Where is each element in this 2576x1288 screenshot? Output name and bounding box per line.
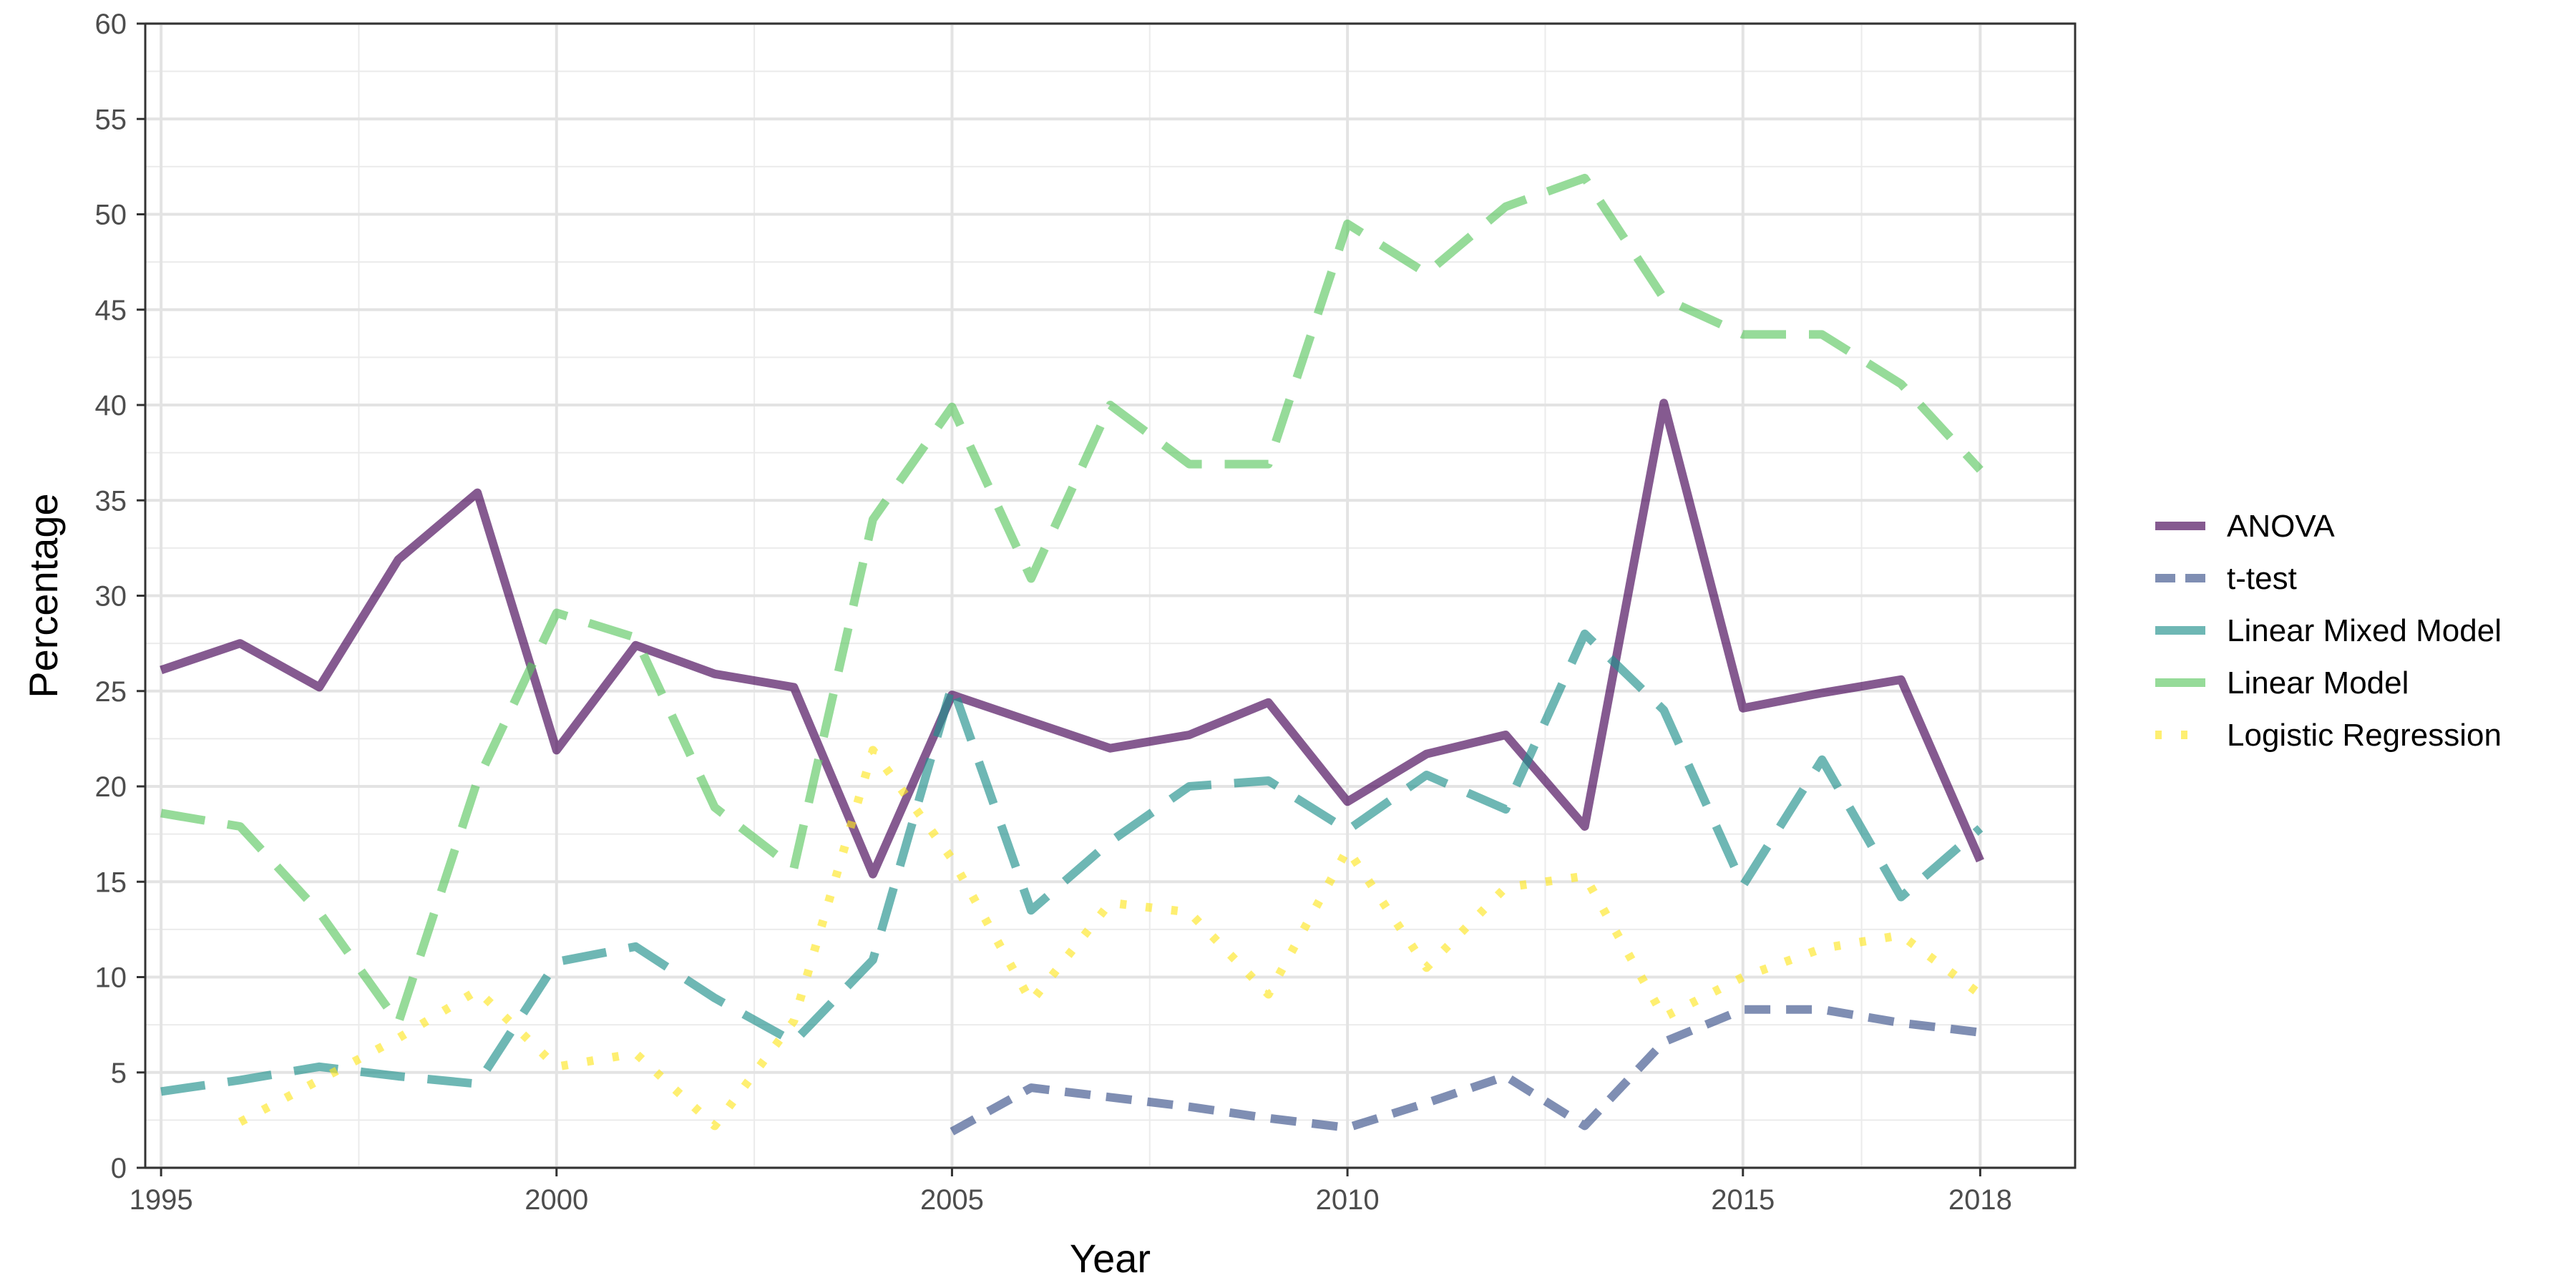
y-tick-label: 30 [95, 581, 127, 613]
x-tick-label: 1995 [130, 1184, 193, 1216]
y-tick-label: 20 [95, 771, 127, 803]
y-tick-label: 15 [95, 867, 127, 898]
x-tick-label: 2005 [920, 1184, 984, 1216]
x-tick-label: 2015 [1711, 1184, 1775, 1216]
y-axis-title: Percentage [21, 493, 66, 698]
y-tick-label: 5 [111, 1058, 127, 1089]
x-axis-title: Year [1070, 1236, 1151, 1281]
y-tick-label: 0 [111, 1153, 127, 1184]
x-axis-tick-labels: 1995 2000 2005 2010 2015 2018 [130, 1184, 2012, 1216]
legend-label: Linear Mixed Model [2227, 613, 2502, 648]
legend-label: t-test [2227, 561, 2297, 596]
y-tick-label: 60 [95, 9, 127, 40]
legend: ANOVA t-test Linear Mixed Model Linear Mode… [2155, 509, 2502, 753]
series-line-1 [950, 1005, 1981, 1136]
series-line-2 [160, 629, 1984, 1096]
y-tick-label: 45 [95, 295, 127, 326]
series-line-3 [160, 173, 1984, 1028]
y-axis-tick-labels: 0 5 10 15 20 25 30 35 40 45 50 55 60 [95, 9, 127, 1184]
legend-label: Logistic Regression [2227, 718, 2502, 753]
x-tick-label: 2018 [1948, 1184, 2012, 1216]
axis-ticks [137, 22, 1981, 1176]
series-layer [160, 173, 1984, 1136]
legend-label: ANOVA [2227, 509, 2335, 544]
x-tick-label: 2010 [1316, 1184, 1380, 1216]
y-tick-label: 10 [95, 962, 127, 994]
x-tick-label: 2000 [525, 1184, 588, 1216]
y-tick-label: 55 [95, 104, 127, 135]
y-tick-label: 25 [95, 676, 127, 708]
y-tick-label: 50 [95, 200, 127, 231]
series-line-0 [160, 399, 1984, 879]
y-tick-label: 35 [95, 485, 127, 517]
legend-label: Linear Model [2227, 665, 2409, 701]
y-tick-label: 40 [95, 390, 127, 421]
